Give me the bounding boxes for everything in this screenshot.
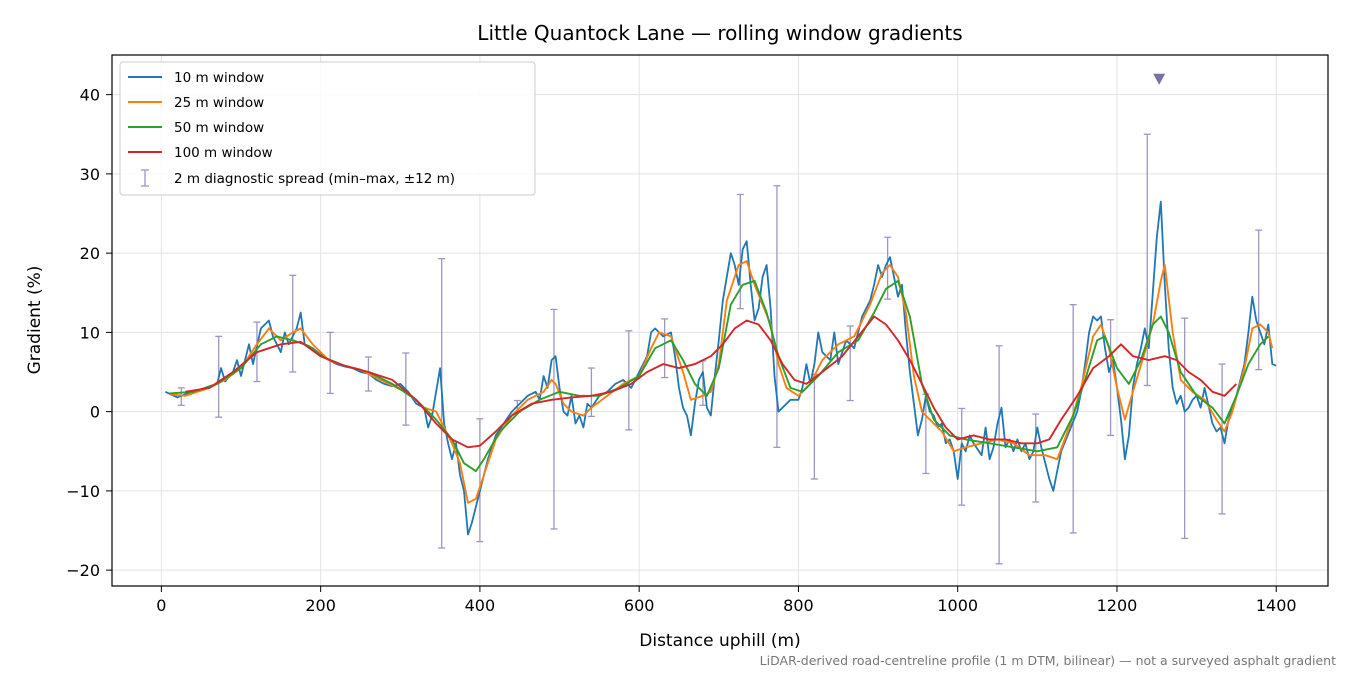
y-tick-label: 20	[80, 244, 100, 263]
error-bar	[958, 407, 966, 506]
series-50m-line	[169, 279, 1269, 473]
error-bar	[438, 258, 446, 549]
error-bar	[326, 331, 334, 395]
legend-label-50m: 50 m window	[174, 120, 264, 136]
legend-swatch-errorbar	[141, 169, 149, 187]
series-10m-line	[165, 200, 1277, 536]
legend-box	[119, 61, 536, 196]
error-bar	[1181, 317, 1189, 540]
error-bar	[1032, 413, 1040, 503]
legend: 10 m window 25 m window 50 m window 100 …	[119, 61, 536, 196]
x-tick-label: 0	[156, 596, 166, 615]
series-100m-line	[185, 315, 1238, 449]
error-bar	[1218, 363, 1226, 515]
y-tick-label: 0	[90, 403, 100, 422]
legend-label-100m: 100 m window	[174, 145, 273, 161]
axis-ticks: 0 200 400 600 800 1000 1200 1400 −20 −10 0 10 20 30 40	[66, 86, 1296, 615]
error-bar	[1069, 303, 1077, 534]
legend-label-10m: 10 m window	[174, 70, 264, 86]
x-tick-label: 800	[783, 596, 814, 615]
series-25m-line	[169, 260, 1274, 504]
error-bar	[550, 308, 558, 530]
y-tick-label: 30	[80, 165, 100, 184]
y-tick-label: 10	[80, 323, 100, 342]
y-tick-label: 40	[80, 86, 100, 105]
x-tick-label: 400	[465, 596, 496, 615]
error-bar	[810, 373, 818, 480]
x-tick-label: 600	[624, 596, 655, 615]
x-tick-label: 1200	[1097, 596, 1138, 615]
x-axis-title: Distance uphill (m)	[639, 631, 800, 651]
x-tick-label: 1000	[937, 596, 978, 615]
x-tick-label: 200	[305, 596, 336, 615]
footnote: LiDAR-derived road-centreline profile (1…	[760, 653, 1336, 668]
y-tick-label: −20	[66, 561, 100, 580]
error-bar	[773, 185, 781, 448]
error-bar	[1107, 319, 1115, 437]
x-tick-label: 1400	[1256, 596, 1297, 615]
series-lines	[165, 200, 1277, 536]
y-tick-label: −10	[66, 482, 100, 501]
chart-title: Little Quantock Lane — rolling window gr…	[477, 21, 962, 45]
peak-marker	[1153, 73, 1166, 85]
error-bar	[289, 274, 297, 373]
peak-marker-layer	[1153, 73, 1166, 85]
error-bar	[476, 418, 484, 543]
y-axis-title: Gradient (%)	[25, 266, 45, 375]
legend-label-errorbars: 2 m diagnostic spread (min–max, ±12 m)	[174, 171, 455, 187]
error-bar	[661, 318, 669, 379]
legend-label-25m: 25 m window	[174, 95, 264, 111]
error-bar	[995, 345, 1003, 565]
plot-frame	[111, 54, 1329, 587]
